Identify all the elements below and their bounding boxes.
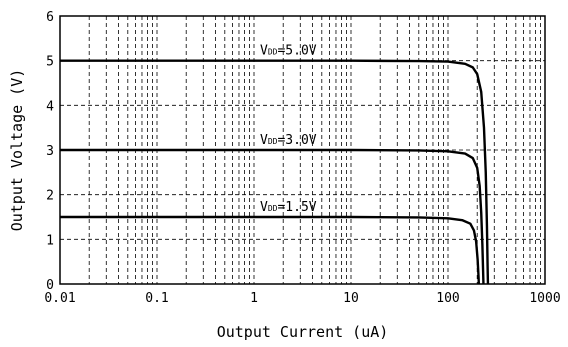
x-tick-label: 100	[436, 291, 459, 306]
annotations: VDD=5.0V VDD=3.0V VDD=1.5V	[260, 44, 317, 215]
x-tick-label: 0.1	[145, 291, 168, 306]
y-tick-label: 0	[46, 278, 54, 293]
x-tick-label: 10	[343, 291, 359, 306]
plot-frame	[59, 15, 546, 285]
series-line	[60, 148, 485, 285]
series-layer	[60, 59, 490, 285]
series-line	[60, 59, 490, 285]
y-tick-label: 2	[46, 189, 54, 204]
series-label: VDD=1.5V	[260, 200, 317, 215]
series-label: VDD=5.0V	[260, 44, 317, 59]
x-tick-label: 1000	[529, 291, 560, 306]
y-tick-label: 5	[46, 55, 54, 70]
y-axis-label: Output Voltage (V)	[8, 69, 26, 232]
x-tick-label: 1	[250, 291, 258, 306]
y-tick-label: 3	[46, 144, 54, 159]
series-line	[60, 215, 481, 285]
ticks: 0.01 0.1 1 10 100 1000 0 1 2 3 4 5 6	[44, 10, 560, 306]
x-axis-label: Output Current (uA)	[217, 323, 389, 341]
y-tick-label: 4	[46, 99, 54, 114]
x-tick-label: 0.01	[44, 291, 75, 306]
y-tick-label: 1	[46, 233, 54, 248]
series-label: VDD=3.0V	[260, 133, 317, 148]
y-tick-label: 6	[46, 10, 54, 25]
